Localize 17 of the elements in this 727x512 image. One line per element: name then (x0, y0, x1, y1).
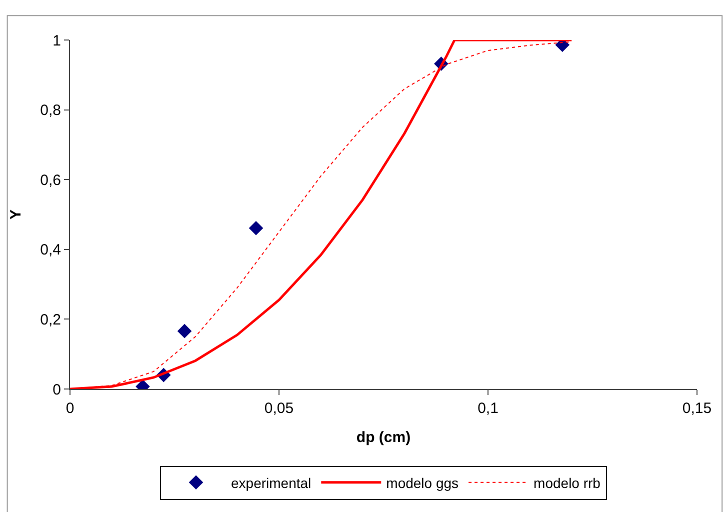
legend-label: experimental (231, 474, 312, 491)
y-tick-label: 0,6 (40, 172, 61, 189)
y-tick-label: 0 (52, 381, 61, 398)
x-tick-label: 0,05 (264, 400, 294, 417)
legend-label: modelo rrb (534, 474, 601, 491)
point (248, 220, 264, 236)
legend-label: modelo ggs (386, 474, 459, 491)
x-tick-label: 0,15 (682, 400, 712, 417)
point (177, 324, 192, 338)
y-tick-label: 1 (52, 32, 61, 50)
y-tick-label: 0,4 (40, 242, 61, 259)
x-tick-label: 0,1 (478, 400, 498, 417)
x-tick-label: 0 (66, 400, 74, 417)
y-tick-label: 0,8 (40, 102, 61, 120)
y-axis-title: Y (7, 209, 24, 220)
y-tick-label: 0,2 (40, 311, 61, 328)
x-axis-title: dp (cm) (356, 429, 411, 446)
